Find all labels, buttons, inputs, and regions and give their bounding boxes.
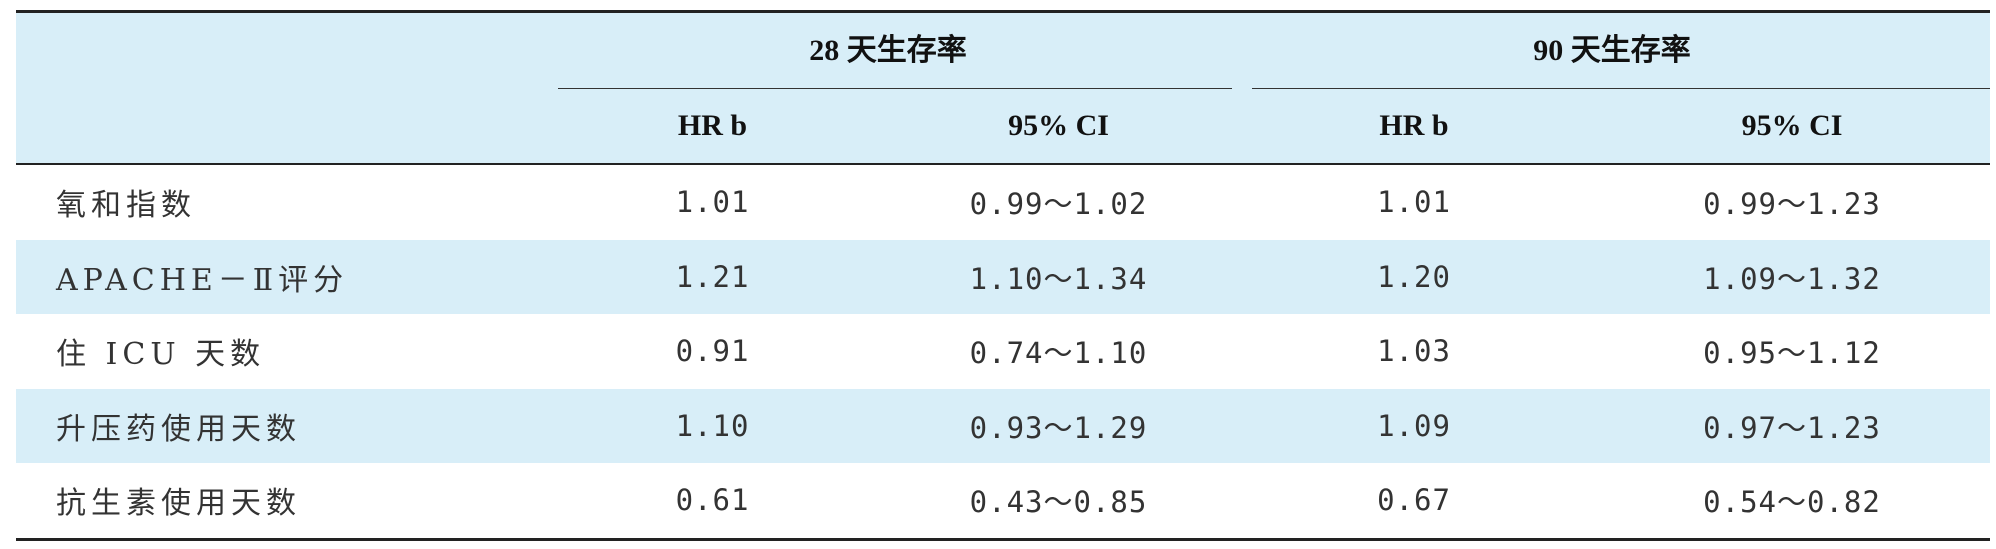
ci-90-value: 0.99～1.23 <box>1703 187 1881 222</box>
table-row: 氧和指数 1.01 0.99～1.02 1.01 0.99～1.23 <box>16 165 1990 240</box>
hr-28-value: 1.21 <box>675 259 750 294</box>
survival-hazard-table: 28 天生存率 90 天生存率 HR b 95% CI HR b 95% CI … <box>16 10 1990 541</box>
hr-90-value: 1.01 <box>1377 185 1451 220</box>
table-header: 28 天生存率 90 天生存率 HR b 95% CI HR b 95% CI <box>16 10 1990 165</box>
subheader-ci-90: 95% CI <box>1594 89 1990 165</box>
ci-28-value: 0.74～1.10 <box>969 336 1148 371</box>
group-header-90-day: 90 天生存率 <box>1234 10 1990 89</box>
subheader-hr-28: HR b <box>542 89 883 165</box>
results-table: 28 天生存率 90 天生存率 HR b 95% CI HR b 95% CI … <box>16 10 1990 541</box>
table-row: 住 ICU 天数 0.91 0.74～1.10 1.03 0.95～1.12 <box>16 314 1990 389</box>
ci-28-value: 0.99～1.02 <box>969 187 1148 222</box>
ci-90-value: 0.54～0.82 <box>1594 463 1990 541</box>
table-row: 抗生素使用天数 0.61 0.43～0.85 0.67 0.54～0.82 <box>16 463 1990 541</box>
hr-90-value: 1.20 <box>1377 259 1451 294</box>
header-corner-cell <box>16 10 542 89</box>
row-label: 抗生素使用天数 <box>16 463 542 541</box>
hr-90-value: 1.09 <box>1377 408 1451 443</box>
ci-90-value: 0.97～1.23 <box>1703 410 1881 445</box>
row-label: 升压药使用天数 <box>56 411 301 447</box>
ci-28-value: 1.10～1.34 <box>969 261 1148 296</box>
hr-28-value: 1.10 <box>675 408 750 443</box>
row-label: 住 ICU 天数 <box>56 337 266 373</box>
hr-28-value: 0.91 <box>675 334 750 369</box>
hr-90-value: 1.03 <box>1377 334 1451 369</box>
subheader-ci-28: 95% CI <box>883 89 1234 165</box>
hr-28-value: 1.01 <box>675 185 750 220</box>
hr-28-value: 0.61 <box>542 463 883 541</box>
subheader-hr-90: HR b <box>1234 89 1594 165</box>
hr-90-value: 0.67 <box>1234 463 1594 541</box>
table-body: 氧和指数 1.01 0.99～1.02 1.01 0.99～1.23 APACH… <box>16 165 1990 541</box>
table-row: APACHE－Ⅱ评分 1.21 1.10～1.34 1.20 1.09～1.32 <box>16 239 1990 314</box>
group-header-28-day-label: 28 天生存率 <box>809 34 967 67</box>
ci-90-value: 1.09～1.32 <box>1703 261 1881 296</box>
ci-90-value: 0.95～1.12 <box>1703 336 1881 371</box>
header-label-cell <box>16 89 542 165</box>
group-header-90-day-label: 90 天生存率 <box>1533 34 1691 67</box>
ci-28-value: 0.93～1.29 <box>969 410 1148 445</box>
row-label: 氧和指数 <box>56 188 196 224</box>
group-underline-90-day <box>1252 88 1990 89</box>
group-header-28-day: 28 天生存率 <box>542 10 1234 89</box>
row-label: APACHE－Ⅱ评分 <box>56 262 349 298</box>
header-group-row: 28 天生存率 90 天生存率 <box>16 10 1990 89</box>
group-underline-28-day <box>558 88 1232 89</box>
ci-28-value: 0.43～0.85 <box>883 463 1234 541</box>
header-sub-row: HR b 95% CI HR b 95% CI <box>16 89 1990 165</box>
table-row: 升压药使用天数 1.10 0.93～1.29 1.09 0.97～1.23 <box>16 388 1990 463</box>
